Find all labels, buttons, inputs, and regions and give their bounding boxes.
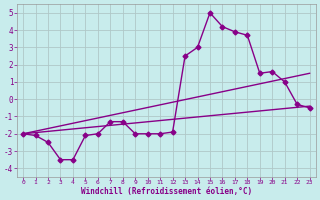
X-axis label: Windchill (Refroidissement éolien,°C): Windchill (Refroidissement éolien,°C) <box>81 187 252 196</box>
